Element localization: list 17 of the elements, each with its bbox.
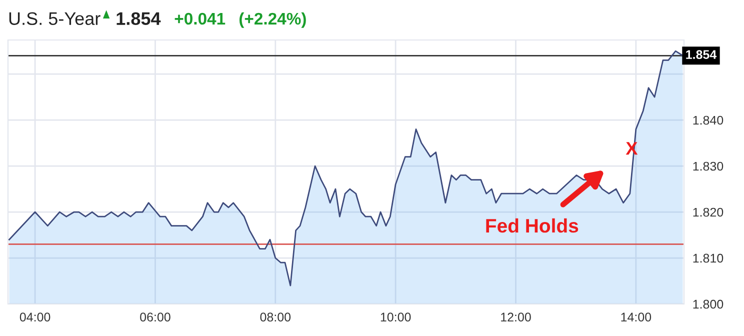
- text: 1.854: [116, 12, 161, 26]
- y-tick-label: 1.840: [693, 116, 724, 125]
- y-tick-label: 1.820: [693, 208, 724, 217]
- y-tick-label: 1.810: [693, 254, 724, 263]
- x-tick-label: 14:00: [621, 312, 652, 322]
- x-tick-label: 08:00: [260, 312, 291, 322]
- annotation: Fed Holds: [486, 218, 578, 233]
- text: +0.041: [174, 12, 226, 25]
- y-tick-label: 1.800: [693, 300, 724, 309]
- x-tick-label: 06:00: [140, 312, 170, 322]
- x-tick-label: 12:00: [501, 312, 531, 322]
- y-tick-label: 1.830: [693, 162, 724, 171]
- x-tick-label: 04:00: [20, 312, 50, 322]
- x-tick-label: 10:00: [380, 312, 411, 322]
- text: (+2.24%): [239, 12, 306, 28]
- ref-line-label: 1.854: [686, 50, 717, 59]
- chart-title: U.S. 5-Year: [9, 12, 100, 26]
